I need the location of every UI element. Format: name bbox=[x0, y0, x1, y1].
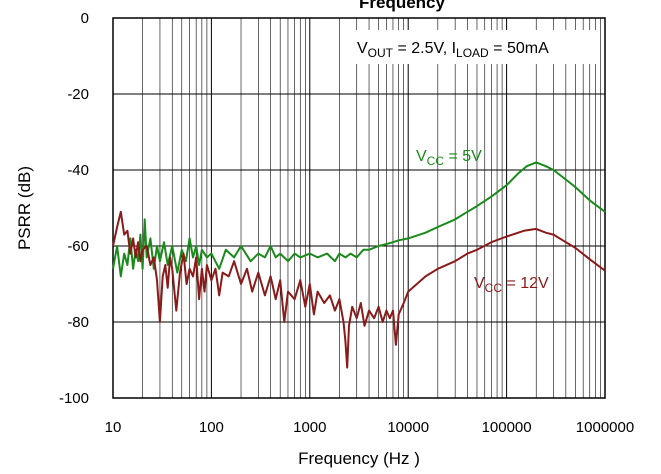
y-tick-label: -20 bbox=[67, 86, 89, 103]
y-tick-label: -40 bbox=[67, 162, 89, 179]
x-tick-label: 100000 bbox=[482, 419, 532, 436]
x-axis-label: Frequency (Hz ) bbox=[298, 449, 420, 468]
series-line-vcc-12v bbox=[112, 210, 606, 369]
series-label-vcc-12v: VCC = 12V bbox=[474, 275, 549, 295]
series-label-vcc-5v: VCC = 5V bbox=[416, 148, 482, 168]
iload-value: = 50mA bbox=[489, 40, 549, 57]
y-tick-label: 0 bbox=[81, 10, 89, 27]
tick-labels: 10 100 1000 10000 100000 1000000 0 -20 -40 -60 -80… bbox=[59, 10, 634, 436]
vout-value: = 2.5V, I bbox=[393, 40, 456, 57]
y-tick-label: -100 bbox=[59, 390, 89, 407]
x-tick-label: 1000000 bbox=[576, 419, 634, 436]
x-tick-label: 1000 bbox=[293, 419, 326, 436]
chart-title-fragment: Frequency bbox=[359, 0, 446, 12]
vout-subscript: OUT bbox=[368, 46, 394, 60]
conditions-annotation: VOUT = 2.5V, ILOAD = 50mA bbox=[357, 40, 549, 60]
x-tick-label: 10000 bbox=[387, 419, 429, 436]
y-tick-label: -80 bbox=[67, 314, 89, 331]
iload-subscript: LOAD bbox=[456, 46, 489, 60]
y-tick-label: -60 bbox=[67, 238, 89, 255]
vout-symbol: V bbox=[357, 40, 368, 57]
x-tick-label: 10 bbox=[105, 419, 122, 436]
annotation-box bbox=[350, 30, 598, 64]
plot-frame bbox=[112, 17, 606, 399]
series-layer bbox=[112, 161, 606, 369]
y-axis-label: PSRR (dB) bbox=[15, 166, 34, 250]
x-tick-label: 100 bbox=[199, 419, 224, 436]
